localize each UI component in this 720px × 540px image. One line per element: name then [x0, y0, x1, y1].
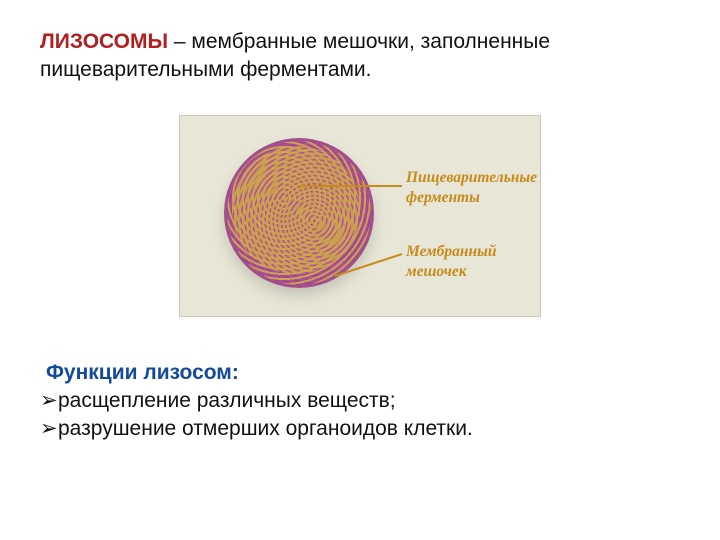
functions-title: Функции лизосом: — [46, 361, 680, 385]
list-item: разрушение отмерших органоидов клетки. — [40, 415, 680, 443]
list-item-text: разрушение отмерших органоидов клетки. — [58, 417, 473, 440]
functions-section: Функции лизосом: расщепление различных в… — [40, 361, 680, 444]
list-item: расщепление различных веществ; — [40, 387, 680, 415]
lysosome-diagram: Пищеварительные ферменты Мембранный мешо… — [179, 115, 541, 317]
diagram-label-membrane-line2: мешочек — [406, 263, 467, 280]
heading-term: ЛИЗОСОМЫ — [40, 30, 168, 53]
diagram-container: Пищеварительные ферменты Мембранный мешо… — [40, 115, 680, 317]
list-item-text: расщепление различных веществ; — [58, 389, 396, 412]
slide: ЛИЗОСОМЫ – мембранные мешочки, заполненн… — [0, 0, 720, 540]
leader-line-membrane — [180, 116, 540, 316]
heading: ЛИЗОСОМЫ – мембранные мешочки, заполненн… — [40, 28, 680, 85]
functions-list: расщепление различных веществ; разрушени… — [40, 387, 680, 444]
diagram-label-membrane-line1: Мембранный — [406, 243, 497, 260]
diagram-label-membrane: Мембранный мешочек — [406, 242, 497, 282]
